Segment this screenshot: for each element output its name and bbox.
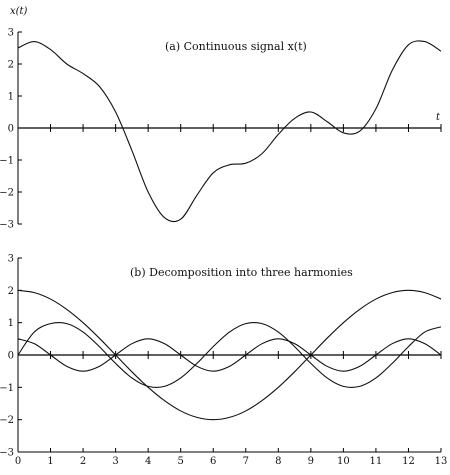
panel-b-x-tick-label: 0 — [15, 456, 21, 467]
panel-b-y-tick-label: 1 — [8, 318, 14, 329]
panel-b-x-tick-label: 9 — [308, 456, 314, 467]
panel-a-y-tick-label: −3 — [0, 220, 14, 231]
panel-b-y-tick-label: −3 — [0, 448, 14, 459]
panel-b-x-tick-label: 11 — [370, 456, 383, 467]
panel-b-x-tick-label: 1 — [47, 456, 53, 467]
panel-b-series-line-1 — [17, 289, 442, 421]
panel-b-x-tick-label: 2 — [80, 456, 86, 467]
panel-a-title: (a) Continuous signal x(t) — [165, 40, 307, 53]
panel-a-y-tick-label: −2 — [0, 188, 14, 199]
panel-b-x-tick-label: 6 — [210, 456, 216, 467]
panel-b-title: (b) Decomposition into three harmonies — [130, 266, 353, 279]
panel-a-axes: −3 −2 −1 0 1 2 3 — [0, 28, 442, 231]
panel-b-x-tick-label: 8 — [275, 456, 281, 467]
panel-b-x-tick-label: 13 — [435, 456, 448, 467]
panel-b: (b) Decomposition into three harmonies −… — [0, 254, 447, 468]
panel-b-series-line-2 — [17, 322, 442, 388]
panel-b-x-tick-label: 3 — [112, 456, 118, 467]
panel-a-y-tick-label: 2 — [8, 60, 14, 71]
panel-a-y-tick-label: 3 — [8, 28, 14, 39]
panel-a-series — [17, 40, 442, 223]
panel-b-x-tick-label: 10 — [337, 456, 350, 467]
panel-b-y-tick-label: 0 — [8, 351, 14, 362]
panel-a-y-tick-label: −1 — [0, 156, 14, 167]
panel-b-y-tick-label: 2 — [8, 286, 14, 297]
panel-a: x(t) (a) Continuous signal x(t) t −3 −2 −1… — [0, 6, 442, 231]
panel-b-series — [17, 289, 442, 421]
panel-b-x-tick-label: 7 — [243, 456, 249, 467]
panel-b-series-line-3 — [17, 338, 442, 372]
panel-a-y-axis-label: x(t) — [10, 6, 28, 17]
panel-b-y-tick-label: −1 — [0, 383, 14, 394]
panel-b-x-tick-label: 12 — [402, 456, 415, 467]
panel-a-y-tick-label: 0 — [8, 124, 14, 135]
panel-b-y-tick-label: −2 — [0, 415, 14, 426]
panel-b-y-tick-label: 3 — [8, 254, 14, 265]
panel-a-y-tick-label: 1 — [8, 92, 14, 103]
panel-b-x-tick-label: 5 — [178, 456, 184, 467]
panel-b-x-tick-label: 4 — [145, 456, 151, 467]
panel-a-series-line-1 — [17, 40, 442, 223]
panel-a-x-axis-label: t — [436, 112, 441, 123]
